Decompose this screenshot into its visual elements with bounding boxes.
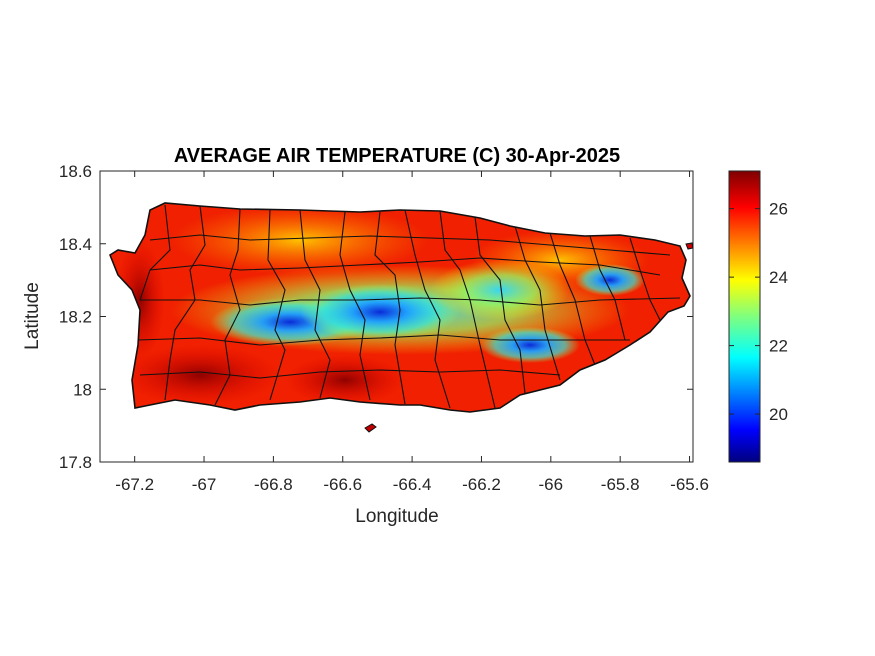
boundary-line [474, 216, 526, 394]
hot-south-west [120, 345, 280, 405]
boundary-line [149, 257, 661, 276]
colorbar-tick-label: 20 [769, 405, 788, 424]
cool-east [575, 264, 645, 296]
y-tick-label: 17.8 [59, 453, 92, 472]
x-axis: -67.2 -67 -66.8 -66.6 -66.4 -66.2 -66 -65.8 -65.… [115, 171, 709, 494]
y-tick-label: 18.6 [59, 162, 92, 181]
boundary-line [589, 235, 626, 341]
x-tick-label: -67.2 [115, 475, 154, 494]
municipality-boundaries [137, 204, 681, 409]
colorbar-tick-label: 26 [769, 200, 788, 219]
y-axis: 18.6 18.4 18.2 18 17.8 [59, 162, 693, 472]
x-tick-label: -66.2 [462, 475, 501, 494]
boundary-line [629, 237, 661, 321]
x-tick-label: -66.8 [254, 475, 293, 494]
cool-east-central [480, 327, 580, 363]
boundary-line [137, 334, 630, 346]
y-axis-label: Latitude [22, 282, 43, 350]
boundary-line [339, 211, 371, 401]
boundary-line [299, 209, 331, 399]
colorbar-tick-label: 24 [769, 268, 788, 287]
x-tick-label: -66.6 [323, 475, 362, 494]
boundary-line [549, 232, 596, 366]
island-outline [109, 202, 691, 413]
x-tick-label: -66.4 [393, 475, 432, 494]
boundary-line [439, 210, 496, 409]
x-tick-label: -67 [192, 475, 217, 494]
caja-de-muertos-islet [364, 423, 377, 433]
boundary-line [139, 369, 561, 379]
chart-title: AVERAGE AIR TEMPERATURE (C) 30-Apr-2025 [174, 145, 620, 167]
boundary-line [374, 211, 406, 405]
temperature-field [110, 203, 690, 412]
colorbar-ticks: 26 24 22 20 [729, 200, 788, 424]
colorbar [728, 170, 761, 463]
boundary-line [514, 225, 561, 381]
mid-northeast [430, 260, 570, 320]
boundary-line [404, 209, 451, 409]
boundary-line [140, 297, 681, 306]
boundary-line [139, 204, 171, 301]
boundary-line [267, 209, 286, 401]
hot-south-central [285, 355, 405, 405]
x-axis-label: Longitude [355, 506, 438, 527]
boundary-line [149, 234, 671, 256]
y-tick-label: 18.2 [59, 308, 92, 327]
x-tick-label: -65.6 [670, 475, 709, 494]
x-tick-label: -65.8 [601, 475, 640, 494]
y-tick-label: 18.4 [59, 235, 92, 254]
colorbar-tick-label: 22 [769, 337, 788, 356]
x-tick-label: -66 [539, 475, 564, 494]
warm-north [170, 205, 430, 275]
y-tick-label: 18 [73, 380, 92, 399]
